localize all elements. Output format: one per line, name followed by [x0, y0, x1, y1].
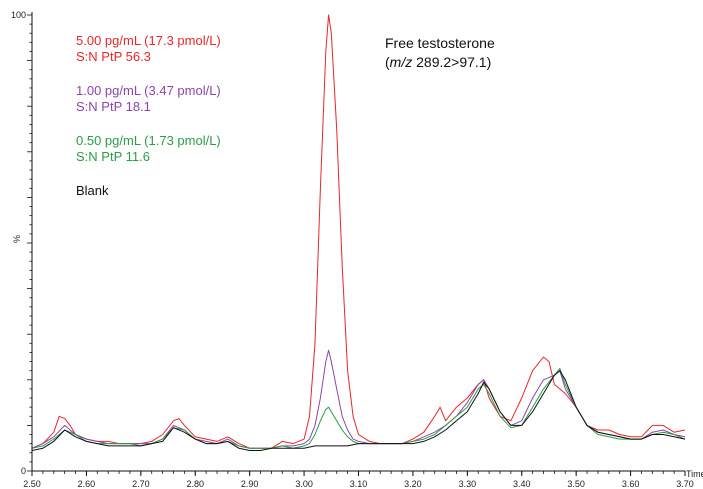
x-tick-label: 2.60	[78, 479, 96, 489]
series-line-4	[31, 370, 686, 451]
annotation-concentration: 0.50 pg/mL (1.73 pmol/L)	[76, 133, 221, 148]
annotation-signal-noise: S:N PtP 18.1	[76, 99, 151, 114]
annotation-concentration: 1.00 pg/mL (3.47 pmol/L)	[76, 83, 221, 98]
x-tick-label: 3.10	[350, 479, 368, 489]
x-tick-label: 2.80	[186, 479, 204, 489]
annotation-signal-noise: S:N PtP 56.3	[76, 49, 151, 64]
y-tick-label: 100	[11, 10, 26, 20]
x-tick-label: 2.50	[23, 479, 41, 489]
x-tick-label: 3.40	[513, 479, 531, 489]
annotation-concentration: Blank	[76, 183, 109, 198]
subtitle-open: (	[385, 54, 390, 70]
x-tick-label: 2.90	[241, 479, 259, 489]
x-tick-label: 3.00	[295, 479, 313, 489]
series-group	[31, 14, 686, 451]
axes	[31, 12, 685, 472]
x-tick-label: 3.70	[676, 479, 694, 489]
annotation-signal-noise: S:N PtP 11.6	[76, 149, 150, 164]
annotation-concentration: 5.00 pg/mL (17.3 pmol/L)	[76, 33, 221, 48]
subtitle-transition: 289.2>97.1)	[412, 54, 491, 70]
series-line-1	[31, 14, 686, 449]
chart-title: Free testosterone	[385, 35, 495, 51]
tick-group: 2.50 2.60 2.70 2.80 2.90 3.00 3.10 3.20 3.30 3.40…	[11, 10, 694, 489]
chart-subtitle: (m/z 289.2>97.1)	[385, 54, 491, 70]
annotation-group: 5.00 pg/mL (17.3 pmol/L)S:N PtP 56.3 1.00…	[76, 33, 221, 198]
y-axis-label: %	[12, 235, 22, 243]
x-tick-label: 3.50	[567, 479, 585, 489]
subtitle-mz: m/z	[390, 54, 413, 70]
x-tick-label: 2.70	[132, 479, 150, 489]
x-tick-label: 3.20	[404, 479, 422, 489]
x-tick-label: 3.30	[459, 479, 477, 489]
series-line-3	[31, 367, 686, 449]
x-tick-label: 3.60	[622, 479, 640, 489]
y-tick-label: 0	[21, 466, 26, 476]
x-axis-label: Time	[686, 469, 703, 479]
